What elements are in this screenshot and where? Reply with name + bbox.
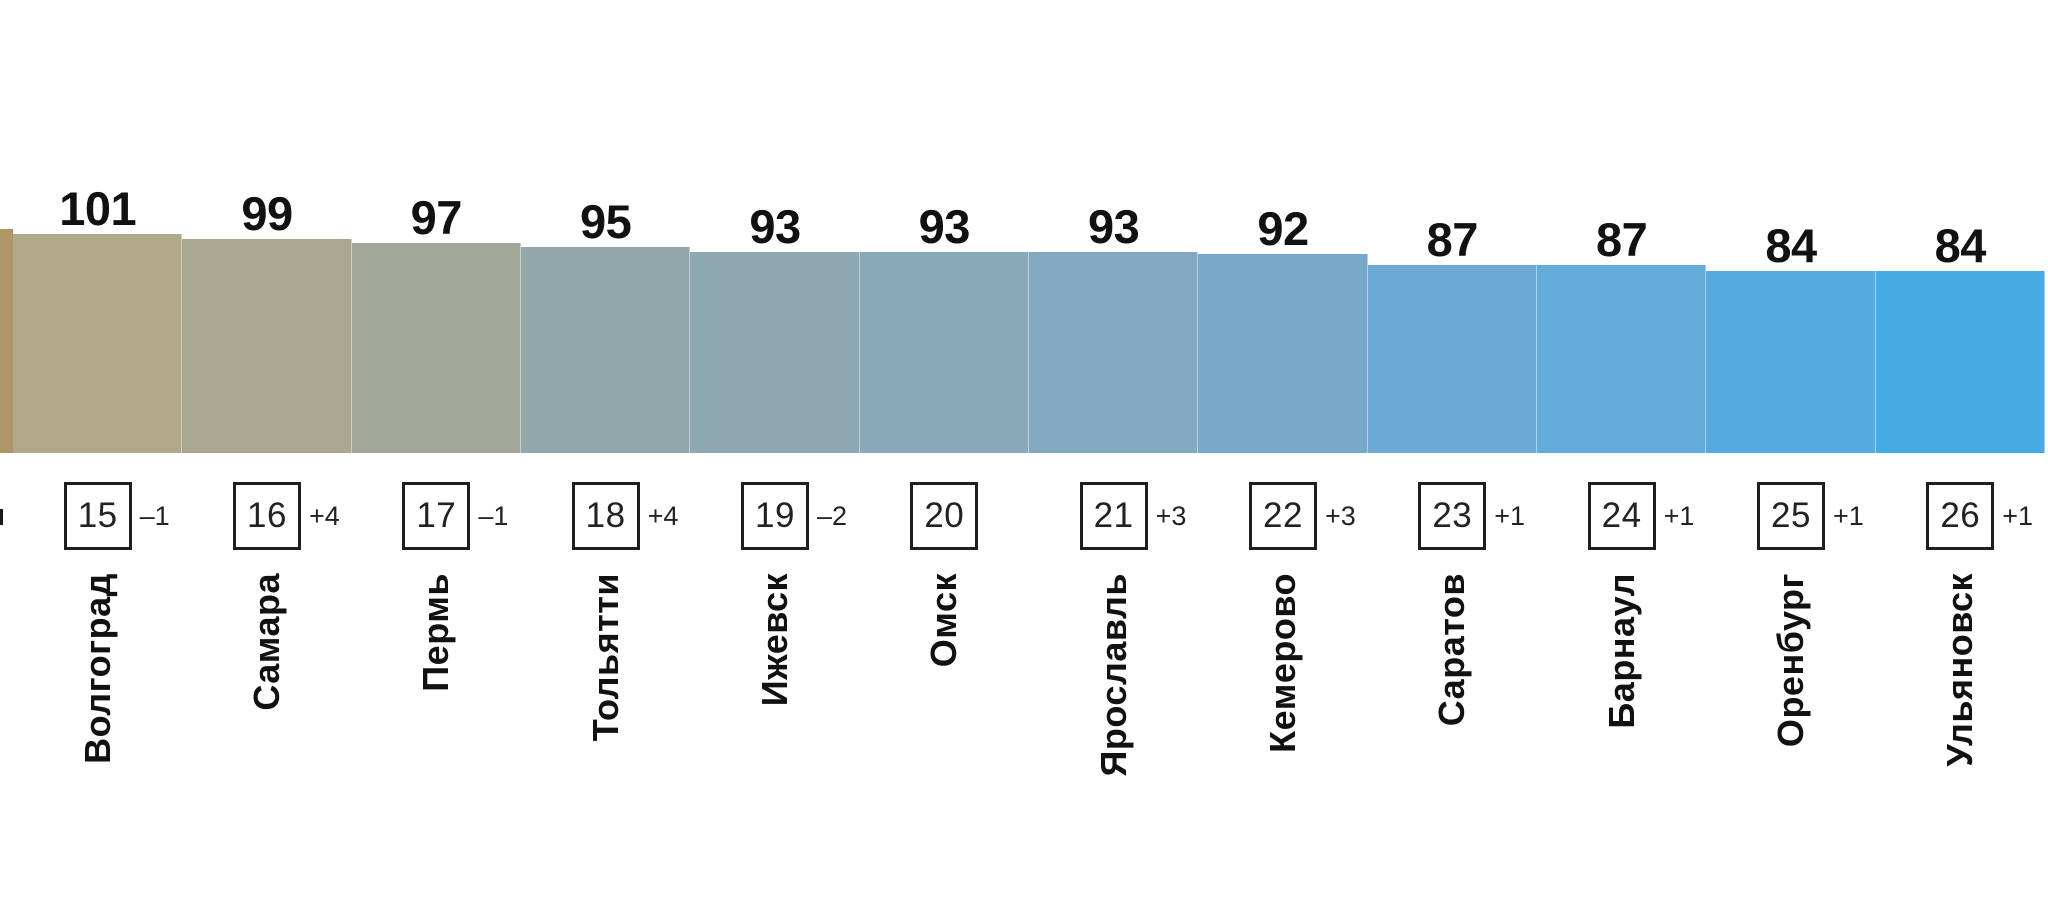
bar-value-label: 87 (1595, 213, 1648, 266)
rank-change: +4 (647, 500, 679, 531)
bar-group: 92 22 +3 Кемерово (1198, 0, 1368, 919)
bar-group: 84 26 +1 Ульяновск (1875, 0, 2045, 919)
rank-change: +4 (308, 500, 340, 531)
rank-number: 21 (1093, 496, 1134, 535)
city-label-wrap: Ярославль (1029, 573, 1198, 913)
rank-change: –1 (478, 500, 509, 531)
bar-value-label: 95 (580, 195, 632, 248)
bar (1367, 265, 1537, 453)
rank-number: 23 (1432, 496, 1473, 535)
rank-change: –1 (139, 500, 170, 531)
bar (1198, 254, 1368, 453)
rank-number: 22 (1262, 496, 1303, 535)
rank-box: 24 (1587, 482, 1656, 550)
city-label: Барнаул (1600, 573, 1642, 729)
rank-box: 20 (910, 482, 979, 550)
bar-group: 101 15 –1 Волгоград (13, 0, 183, 919)
bar-group: 97 17 –1 Пермь (351, 0, 521, 919)
city-label-wrap: Омск (860, 573, 1029, 913)
city-label: Пермь (415, 573, 457, 692)
bar-value-label: 84 (1934, 219, 1987, 272)
bar (1536, 265, 1707, 453)
rank-box: 18 (571, 482, 640, 550)
bar-value-label: 84 (1765, 219, 1817, 272)
clipped-change-text-fragment (0, 509, 3, 525)
clipped-left-bar (0, 229, 13, 453)
city-label-wrap: Ижевск (690, 573, 859, 913)
bar-group: 93 20 Омск (859, 0, 1029, 919)
bar (182, 239, 352, 453)
rank-box: 19 (740, 482, 809, 550)
bar-group: 84 25 +1 Оренбург (1706, 0, 1876, 919)
bar-value-label: 97 (410, 191, 463, 244)
city-label-wrap: Оренбург (1706, 573, 1875, 913)
bar (351, 243, 521, 453)
rank-number: 20 (924, 496, 965, 535)
bar (1875, 271, 2045, 453)
rank-box: 22 (1248, 482, 1317, 550)
bar-value-label: 93 (1087, 200, 1140, 253)
rank-box: 23 (1418, 482, 1487, 550)
city-label: Омск (923, 573, 965, 668)
bar-value-label: 99 (241, 187, 293, 240)
bar-group: 93 19 –2 Ижевск (690, 0, 860, 919)
city-label: Ярославль (1092, 573, 1134, 777)
bar (13, 234, 183, 453)
rank-box: 26 (1926, 482, 1995, 550)
city-label-wrap: Волгоград (13, 573, 182, 913)
bar-group: 93 21 +3 Ярославль (1028, 0, 1199, 919)
rank-change: +3 (1155, 500, 1187, 531)
rank-box: 25 (1756, 482, 1825, 550)
city-label-wrap: Пермь (352, 573, 521, 913)
bar-value-label: 93 (918, 200, 971, 253)
bar-value-label: 101 (59, 182, 137, 235)
city-label: Волгоград (76, 573, 118, 764)
rank-box: 16 (232, 482, 301, 550)
city-label: Самара (245, 573, 287, 711)
rank-number: 19 (755, 496, 795, 535)
rank-number: 24 (1601, 496, 1642, 535)
city-label-wrap: Самара (182, 573, 351, 913)
rank-number: 17 (416, 496, 457, 535)
bar (859, 252, 1029, 453)
rank-change: –2 (816, 500, 848, 531)
city-label: Ижевск (753, 573, 795, 707)
city-label: Саратов (1431, 573, 1473, 727)
rank-change: +1 (2002, 500, 2034, 531)
rank-box: 21 (1079, 482, 1148, 550)
bar (1028, 252, 1199, 453)
rank-number: 25 (1770, 496, 1811, 535)
rank-change: +1 (1663, 500, 1695, 531)
rank-number: 18 (585, 496, 626, 535)
bar-value-label: 92 (1257, 202, 1309, 255)
city-label-wrap: Ульяновск (1876, 573, 2045, 913)
rank-number: 16 (247, 496, 287, 535)
bar-value-label: 93 (749, 200, 801, 253)
bar-value-label: 87 (1426, 213, 1479, 266)
rank-number: 26 (1940, 496, 1981, 535)
rank-change: +3 (1324, 500, 1356, 531)
bar (520, 247, 691, 453)
bar-group: 87 24 +1 Барнаул (1536, 0, 1707, 919)
bar (690, 252, 860, 453)
city-label: Ульяновск (1939, 573, 1981, 767)
city-label-wrap: Саратов (1368, 573, 1537, 913)
rank-change: +1 (1832, 500, 1864, 531)
city-label-wrap: Барнаул (1537, 573, 1706, 913)
city-label-wrap: Тольятти (521, 573, 690, 913)
bar-group: 95 18 +4 Тольятти (520, 0, 691, 919)
rank-change: +1 (1494, 500, 1526, 531)
bar-group: 99 16 +4 Самара (182, 0, 352, 919)
rank-box: 17 (402, 482, 471, 550)
bar (1706, 271, 1876, 453)
rank-number: 15 (77, 496, 118, 535)
city-label-wrap: Кемерово (1198, 573, 1367, 913)
city-label: Оренбург (1769, 573, 1811, 748)
city-label: Тольятти (584, 573, 626, 742)
city-label: Кемерово (1261, 573, 1303, 753)
bar-group: 87 23 +1 Саратов (1367, 0, 1537, 919)
rank-box: 15 (63, 482, 132, 550)
